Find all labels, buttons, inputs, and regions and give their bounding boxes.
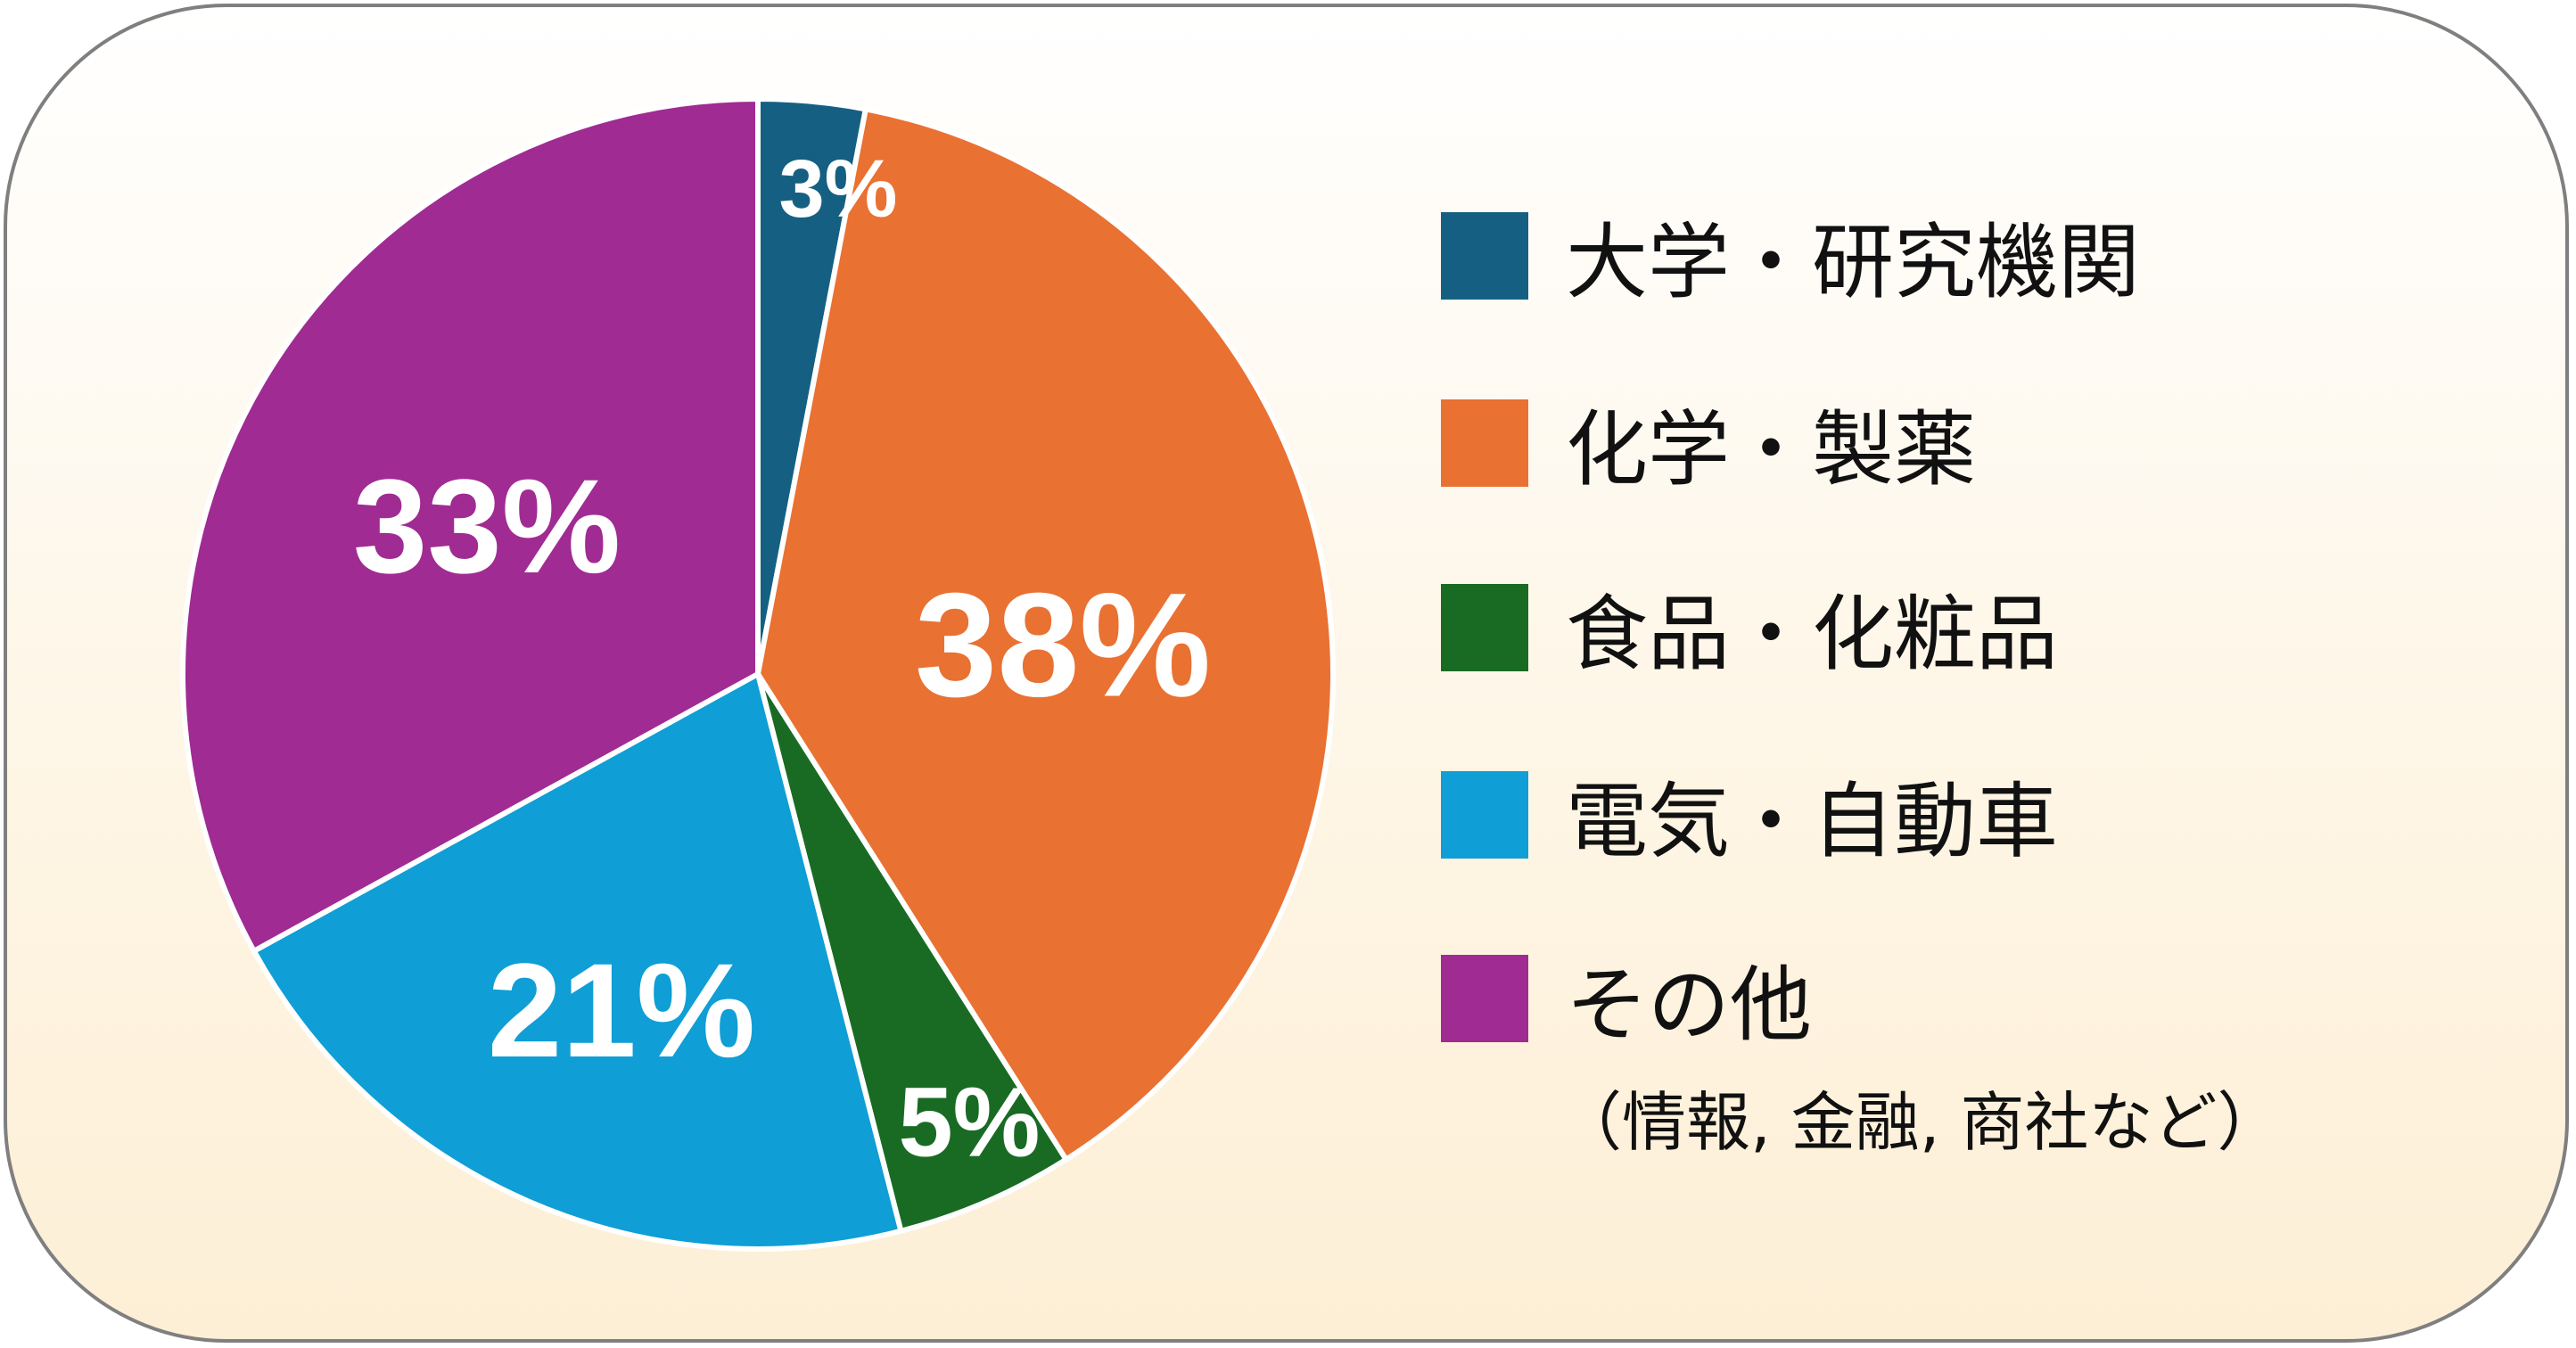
pie-slice <box>755 671 1069 1234</box>
legend-item: 電気・自動車 <box>1441 755 2058 874</box>
legend-item: 化学・製薬 <box>1441 383 1976 502</box>
legend-swatch <box>1441 211 1528 300</box>
legend-item: 食品・化粧品 <box>1441 568 2058 686</box>
legend-swatch <box>1441 399 1528 487</box>
data-label: 33% <box>353 451 621 601</box>
legend-label: 化学・製薬 <box>1566 402 1977 497</box>
legend-item: 大学・研究機関 <box>1441 196 2140 315</box>
legend-item: その他 <box>1441 939 1812 1057</box>
legend-label: 食品・化粧品 <box>1566 587 2059 682</box>
legend-label: 大学・研究機関 <box>1566 215 2141 310</box>
pie-slice <box>251 671 904 1252</box>
legend-label: その他 <box>1566 958 1813 1053</box>
data-label: 5% <box>899 1068 1041 1178</box>
pie-slice <box>180 96 761 954</box>
data-label: 3% <box>779 144 898 234</box>
data-label: 21% <box>488 935 755 1085</box>
data-label: 38% <box>915 563 1211 728</box>
legend-swatch <box>1441 583 1528 671</box>
legend-swatch <box>1441 770 1528 859</box>
legend-swatch <box>1441 954 1528 1042</box>
legend-label: 電気・自動車 <box>1566 774 2059 869</box>
legend-note: （情報, 金融, 商社など） <box>1558 1085 2282 1160</box>
